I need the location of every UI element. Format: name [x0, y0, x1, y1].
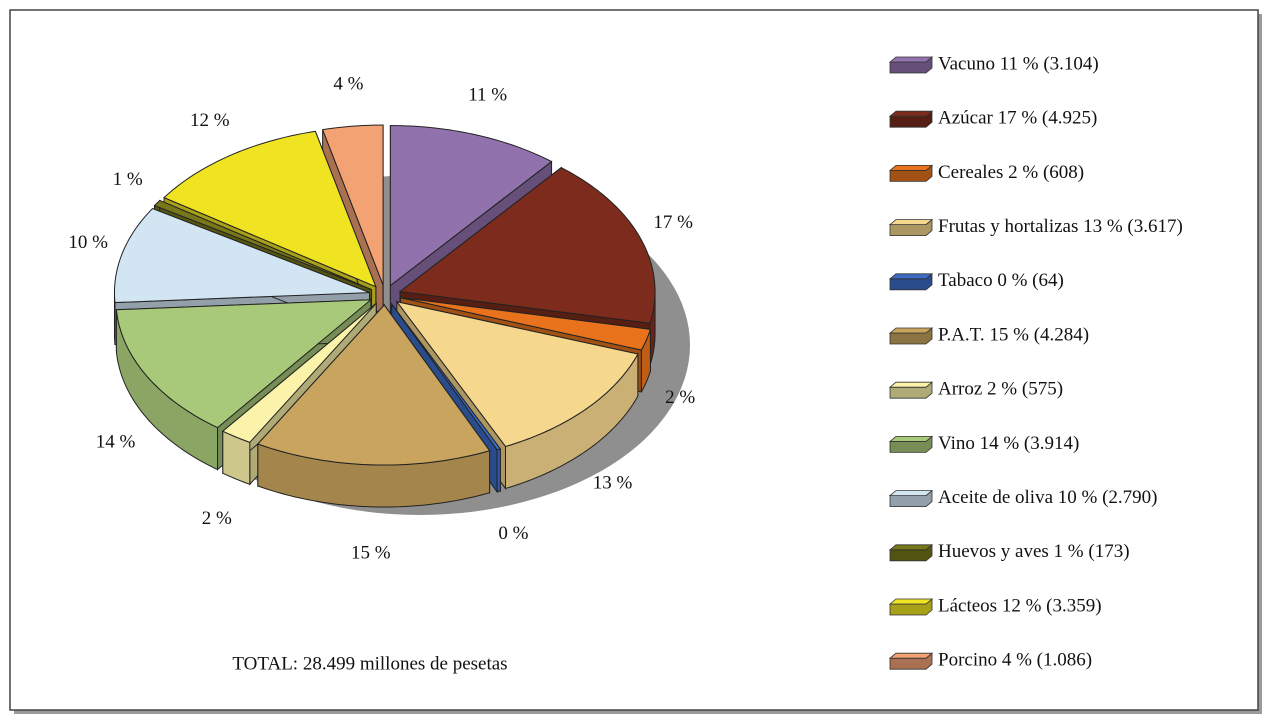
slice — [321, 124, 384, 286]
legend-swatch — [888, 490, 934, 496]
slice — [398, 167, 656, 324]
legend-label: Vacuno 11 % (3.104) — [938, 53, 1099, 74]
legend-label: Cereales 2 % (608) — [938, 162, 1084, 183]
slice-label: 11 % — [468, 84, 507, 105]
pie-tops — [113, 124, 656, 466]
slice — [391, 303, 502, 451]
slice-label: 10 % — [68, 232, 108, 253]
slice — [163, 130, 377, 288]
slice-label: 17 % — [653, 212, 693, 233]
slice-label: 15 % — [351, 542, 391, 563]
slice — [256, 304, 491, 466]
slice-label: 13 % — [593, 473, 633, 494]
legend-swatch — [888, 436, 934, 442]
legend-swatch — [888, 544, 934, 551]
slice — [221, 303, 377, 443]
total-note: TOTAL: 28.499 millones de pesetas — [232, 653, 507, 674]
slice-wall — [496, 448, 501, 493]
slice — [115, 299, 373, 429]
legend-label: Vino 14 % (3.914) — [938, 433, 1079, 454]
legend-label: Porcino 4 % (1.086) — [938, 650, 1092, 671]
slice — [153, 199, 372, 291]
slice-label: 1 % — [113, 169, 143, 190]
legend-swatch — [888, 110, 934, 117]
legend-swatch — [888, 598, 934, 605]
legend-label: Tabaco 0 % (64) — [938, 270, 1064, 291]
legend-label: Aceite de oliva 10 % (2.790) — [938, 487, 1157, 508]
slice — [113, 207, 370, 304]
legend-label: Arroz 2 % (575) — [938, 379, 1063, 400]
slice — [400, 297, 652, 351]
legend-swatch — [888, 165, 934, 171]
legend-label: Frutas y hortalizas 13 % (3.617) — [938, 216, 1183, 237]
slice-label: 12 % — [190, 110, 230, 131]
slice-label: 2 % — [665, 387, 695, 408]
slice-label: 14 % — [96, 431, 136, 452]
legend-label: Azúcar 17 % (4.925) — [938, 108, 1097, 129]
legend-swatch — [888, 381, 934, 388]
legend-label: Lácteos 12 % (3.359) — [938, 595, 1102, 616]
legend-swatch — [888, 273, 934, 280]
slice — [395, 300, 639, 448]
legend-label: P.A.T. 15 % (4.284) — [938, 324, 1089, 345]
slice — [389, 125, 553, 287]
legend-swatch — [888, 219, 934, 225]
legend: Vacuno 11 % (3.104) Azúcar 17 % (4.925) Ce… — [888, 53, 1183, 671]
slice-label: 4 % — [333, 74, 363, 95]
legend-label: Huevos y aves 1 % (173) — [938, 541, 1130, 562]
slice-label: 0 % — [498, 523, 528, 544]
pie-labels: 11 % 17 % 2 % 13 % 0 % 15 % 2 % 14 % 10 % 1 % 12 %… — [68, 74, 695, 564]
slice-label: 2 % — [202, 508, 232, 529]
legend-swatch — [888, 652, 934, 659]
legend-swatch — [888, 327, 934, 334]
legend-swatch — [888, 56, 934, 63]
